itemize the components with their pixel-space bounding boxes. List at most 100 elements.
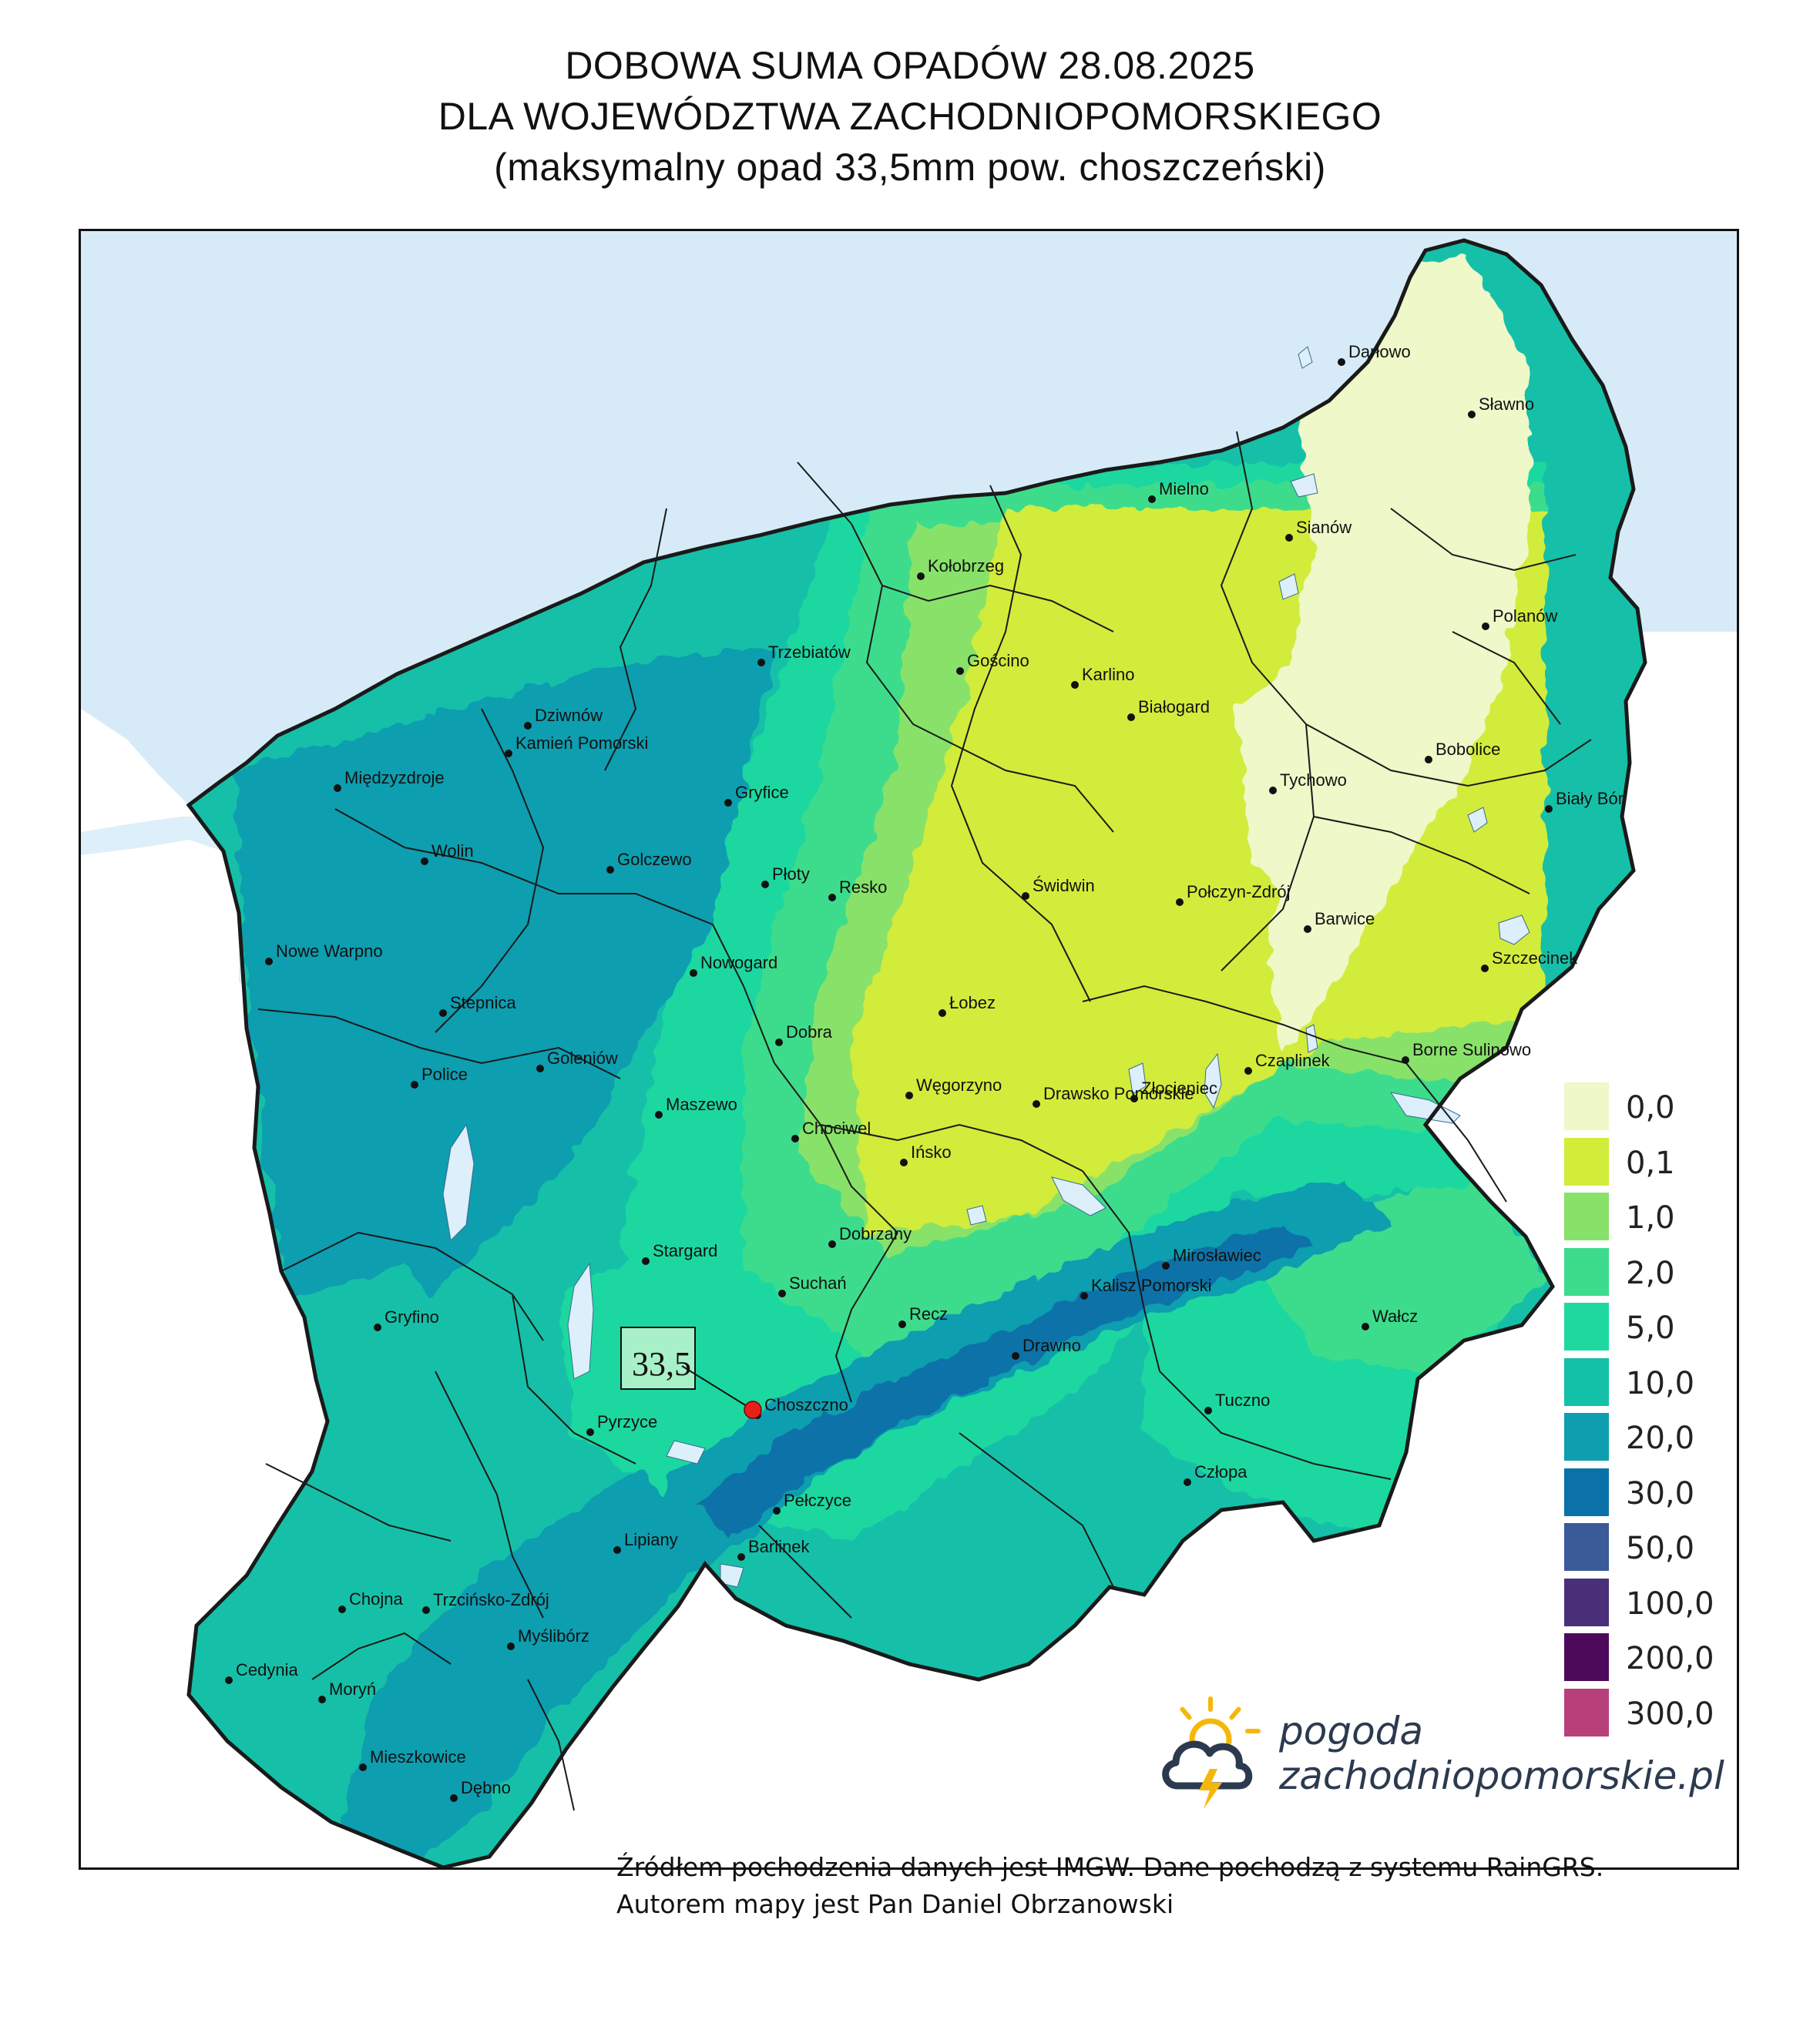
city-dot [507,1643,515,1650]
lake-12 [1290,473,1318,498]
city-borne-sulinowo[interactable]: Borne Sulinowo [1402,1040,1531,1064]
city-dot [359,1763,367,1771]
sea-area [81,231,1737,805]
city-moryń[interactable]: Moryń [318,1679,376,1703]
site-logo: pogoda zachodniopomorskie.pl [1156,1695,1726,1810]
city-pełczyce[interactable]: Pełczyce [773,1491,851,1515]
city-dobra[interactable]: Dobra [775,1022,833,1046]
city-wałcz[interactable]: Wałcz [1362,1307,1418,1330]
legend-item: 300,0 [1564,1688,1726,1743]
city-drawno[interactable]: Drawno [1012,1336,1081,1360]
legend-item: 200,0 [1564,1633,1726,1687]
city-label: Międzyzdroje [344,768,445,787]
city-dot [524,722,532,730]
city-bobolice[interactable]: Bobolice [1425,740,1500,763]
city-gościno[interactable]: Gościno [956,651,1029,675]
city-stepnica[interactable]: Stepnica [439,993,516,1017]
city-pyrzyce[interactable]: Pyrzyce [586,1412,657,1436]
city-dot [338,1606,346,1613]
city-drawsko-pomorskie[interactable]: Drawsko Pomorskie [1033,1084,1194,1108]
city-sławno[interactable]: Sławno [1468,394,1534,418]
city-polanów[interactable]: Polanów [1482,606,1558,630]
city-nowogard[interactable]: Nowogard [690,953,777,977]
city-label: Myślibórz [518,1626,589,1646]
city-police[interactable]: Police [411,1065,468,1089]
city-lipiany[interactable]: Lipiany [613,1530,678,1554]
city-karlino[interactable]: Karlino [1071,665,1134,689]
city-wolin[interactable]: Wolin [421,841,474,865]
city-stargard[interactable]: Stargard [642,1241,717,1265]
city-trzcińsko-zdrój[interactable]: Trzcińsko-Zdrój [422,1590,549,1614]
city-czaplinek[interactable]: Czaplinek [1244,1051,1331,1075]
map-frame[interactable]: Darłowo Sławno Mielno Sianów Kołobrzeg Polanó… [79,229,1739,1870]
city-złocieniec[interactable]: Złocieniec [1130,1079,1217,1102]
city-kamień-pomorski[interactable]: Kamień Pomorski [505,733,648,757]
city-biały-bór[interactable]: Biały Bór [1545,789,1624,813]
city-dobrzany[interactable]: Dobrzany [828,1224,912,1248]
commune-border-14 [1082,985,1407,1064]
city-suchań[interactable]: Suchań [778,1273,847,1297]
city-dot [411,1081,418,1089]
city-węgorzyno[interactable]: Węgorzyno [905,1075,1002,1099]
city-połczyn-zdrój[interactable]: Połczyn-Zdrój [1176,882,1290,906]
city-dziwnów[interactable]: Dziwnów [524,706,603,730]
city-darłowo[interactable]: Darłowo [1338,342,1411,366]
city-dot [1148,495,1156,503]
city-nowe-warpno[interactable]: Nowe Warpno [265,941,383,965]
city-goleniów[interactable]: Goleniów [536,1049,618,1072]
legend-item: 0,0 [1564,1082,1726,1136]
city-mielno[interactable]: Mielno [1148,479,1209,503]
city-dot [828,1240,836,1248]
city-label: Mirosławiec [1173,1246,1261,1265]
max-location-marker[interactable] [744,1401,762,1419]
lake-8 [1128,1062,1147,1095]
city-mirosławiec[interactable]: Mirosławiec [1162,1246,1261,1270]
city-dot [536,1065,544,1072]
city-dot [773,1507,781,1515]
city-golczewo[interactable]: Golczewo [606,850,692,874]
city-cedynia[interactable]: Cedynia [225,1660,298,1684]
city-barwice[interactable]: Barwice [1304,909,1375,933]
city-sianów[interactable]: Sianów [1285,518,1352,542]
city-resko[interactable]: Resko [828,877,887,901]
city-tuczno[interactable]: Tuczno [1204,1391,1270,1414]
city-szczecinek[interactable]: Szczecinek [1481,948,1578,972]
legend-label: 0,0 [1626,1090,1675,1126]
city-label: Sławno [1479,394,1534,414]
logo-text-line-2[interactable]: zachodniopomorskie.pl [1279,1753,1724,1798]
city-łobez[interactable]: Łobez [939,993,996,1017]
city-białogard[interactable]: Białogard [1127,697,1210,721]
city-dot [1269,787,1277,794]
commune-border-3 [1305,723,1592,787]
city-tychowo[interactable]: Tychowo [1269,770,1347,794]
city-świdwin[interactable]: Świdwin [1022,876,1095,900]
city-międzyzdroje[interactable]: Międzyzdroje [334,768,445,792]
city-maszewo[interactable]: Maszewo [655,1095,737,1119]
city-płoty[interactable]: Płoty [761,864,810,888]
city-gryfino[interactable]: Gryfino [374,1307,439,1331]
city-myślibórz[interactable]: Myślibórz [507,1626,589,1650]
city-trzebiatów[interactable]: Trzebiatów [757,643,851,666]
city-kołobrzeg[interactable]: Kołobrzeg [917,556,1004,580]
city-dot [421,857,428,865]
city-ińsko[interactable]: Ińsko [900,1143,952,1166]
city-dot [1204,1407,1212,1414]
commune-border-8 [334,808,775,1064]
data-source-note: Źródłem pochodzenia danych jest IMGW. Da… [616,1849,1734,1923]
lake-13 [1278,573,1299,600]
city-dot [917,572,925,580]
city-kalisz-pomorski[interactable]: Kalisz Pomorski [1080,1276,1211,1300]
city-recz[interactable]: Recz [898,1304,948,1328]
city-chociwel[interactable]: Chociwel [791,1119,871,1143]
city-człopa[interactable]: Człopa [1184,1462,1247,1486]
city-label: Resko [839,877,887,897]
city-gryfice[interactable]: Gryfice [724,783,789,807]
city-dębno[interactable]: Dębno [450,1778,511,1802]
city-dot [1012,1352,1019,1360]
city-dot [939,1009,946,1017]
city-barlinek[interactable]: Barlinek [737,1537,810,1561]
legend-label: 50,0 [1626,1531,1695,1566]
city-chojna[interactable]: Chojna [338,1589,403,1613]
city-dot [1022,892,1029,900]
city-mieszkowice[interactable]: Mieszkowice [359,1747,466,1771]
